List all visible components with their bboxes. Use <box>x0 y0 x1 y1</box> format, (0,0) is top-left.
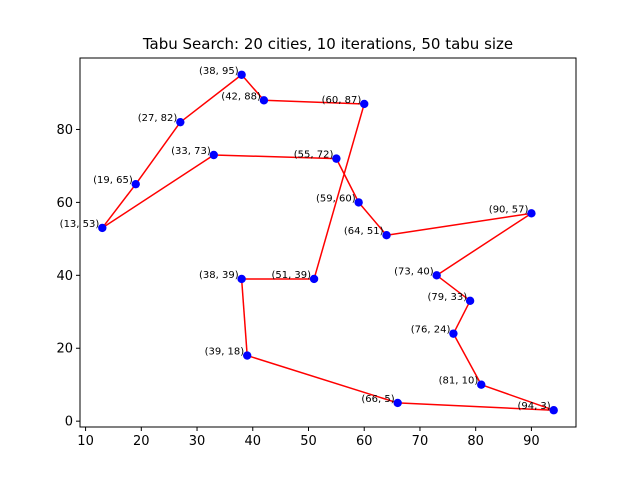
city-marker <box>432 271 441 280</box>
tour-segment <box>452 333 482 386</box>
city-marker <box>332 154 341 163</box>
city-marker <box>131 179 140 189</box>
tour-segment <box>240 278 248 356</box>
city-marker <box>209 150 218 160</box>
y-tick-label: 0 <box>65 415 73 430</box>
x-tick-label: 90 <box>523 434 540 449</box>
tour-segment <box>386 212 532 236</box>
city-marker <box>393 398 402 408</box>
x-tick-label: 80 <box>467 434 484 449</box>
tour-segment <box>101 183 137 229</box>
city-label: (33, 73) <box>171 146 211 157</box>
y-tick-label: 20 <box>56 342 73 357</box>
plot-area: (13, 53)(19, 65)(27, 82)(38, 95)(42, 88)… <box>60 66 558 415</box>
city-label: (94, 3) <box>517 401 550 412</box>
x-tick-label: 60 <box>356 434 373 449</box>
city-label: (66, 5) <box>361 394 394 405</box>
city-label: (19, 65) <box>93 175 133 186</box>
x-tick-label: 30 <box>189 434 206 449</box>
x-tick-label: 50 <box>300 434 317 449</box>
tour-segment <box>335 158 360 203</box>
city-label: (39, 18) <box>205 347 245 358</box>
city-label: (38, 95) <box>199 66 239 77</box>
tour-segment <box>101 154 215 229</box>
tour-segment <box>358 201 388 236</box>
tour-segment <box>179 74 243 123</box>
x-axis: 10 20 30 40 50 60 70 80 90 <box>77 427 540 449</box>
city-marker <box>382 231 391 240</box>
tour-segment <box>481 383 554 411</box>
x-tick-label: 40 <box>244 434 261 449</box>
city-label: (79, 33) <box>428 292 468 303</box>
city-marker <box>259 96 269 105</box>
tour-segment <box>263 99 365 105</box>
chart-title: Tabu Search: 20 cities, 10 iterations, 5… <box>142 35 513 53</box>
city-marker <box>527 209 536 218</box>
city-marker <box>465 296 475 306</box>
city-marker <box>449 329 458 338</box>
city-label: (51, 39) <box>271 270 311 281</box>
city-label: (27, 82) <box>138 113 178 124</box>
y-axis: 0 20 40 60 80 <box>56 123 80 430</box>
city-label: (55, 72) <box>294 150 334 161</box>
city-marker <box>242 351 252 360</box>
x-tick-label: 20 <box>133 434 150 449</box>
tour-segment <box>135 121 181 185</box>
axes-frame <box>79 57 577 428</box>
city-label: (42, 88) <box>221 91 261 102</box>
city-label: (60, 87) <box>322 95 362 106</box>
y-tick-label: 40 <box>56 269 73 284</box>
city-marker <box>237 274 246 284</box>
tour-segment <box>241 74 265 101</box>
city-label: (64, 51) <box>344 226 384 237</box>
city-marker <box>309 274 319 284</box>
tour-segment <box>313 103 365 280</box>
tour-segment <box>436 212 532 276</box>
y-tick-label: 60 <box>56 196 73 211</box>
tour-segment <box>452 300 471 334</box>
city-marker <box>549 406 558 415</box>
x-tick-label: 70 <box>412 434 429 449</box>
y-tick-label: 80 <box>56 123 73 138</box>
city-label: (90, 57) <box>489 204 529 215</box>
city-label: (38, 39) <box>199 270 239 281</box>
city-marker <box>98 223 107 233</box>
city-label: (76, 24) <box>411 325 451 336</box>
tour-segment <box>213 154 337 160</box>
city-label: (59, 60) <box>316 193 356 204</box>
city-marker <box>354 198 363 207</box>
x-tick-label: 10 <box>77 434 94 449</box>
city-marker <box>176 117 185 127</box>
city-marker <box>477 380 486 389</box>
city-marker <box>237 70 246 79</box>
tour-segment <box>397 402 554 411</box>
tour-segment <box>246 354 398 404</box>
tour-segment <box>436 274 471 302</box>
city-marker <box>360 99 369 109</box>
city-label: (81, 10) <box>439 376 479 387</box>
city-label: (73, 40) <box>394 266 434 277</box>
